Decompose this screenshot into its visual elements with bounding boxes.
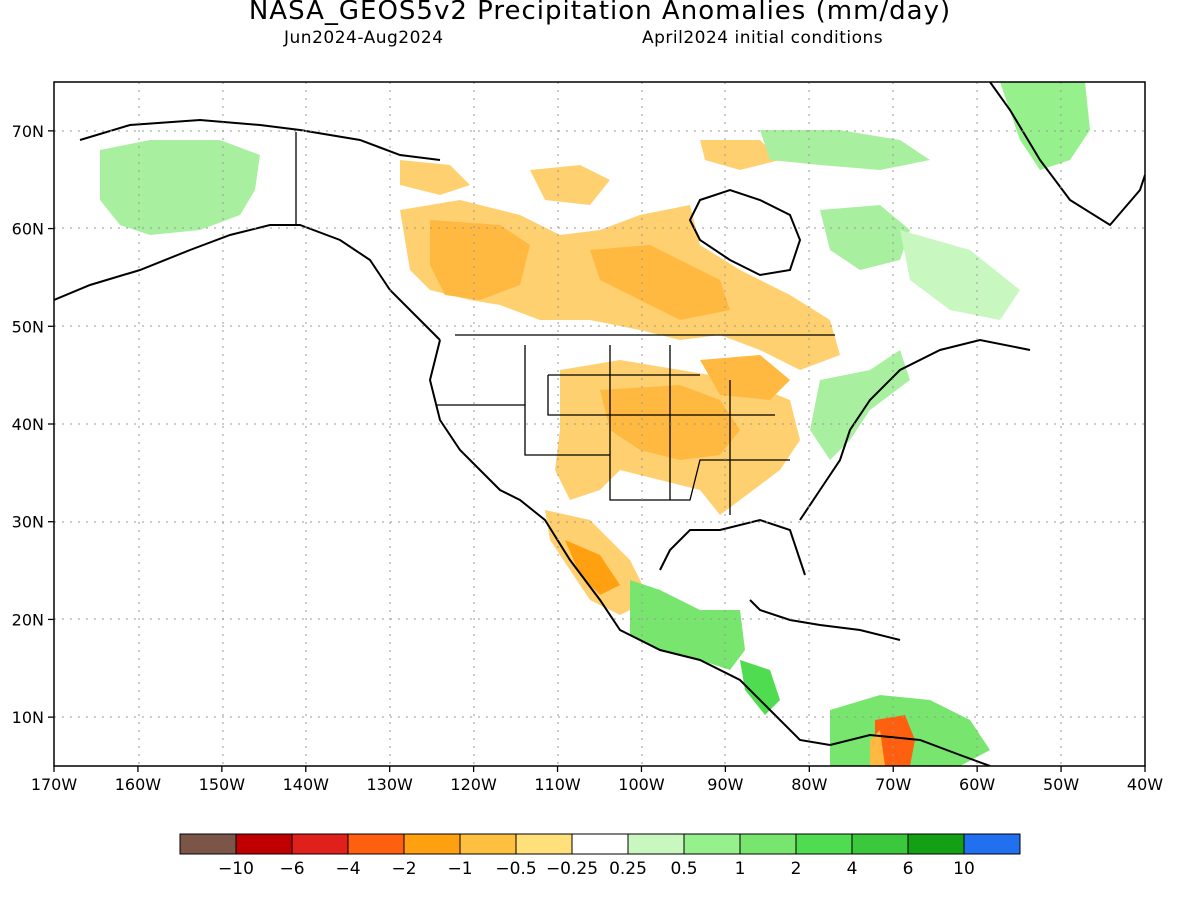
colorbar-swatch <box>795 833 853 855</box>
colorbar-label: −0.25 <box>546 859 598 879</box>
lon-tick-label: 70W <box>875 775 911 794</box>
anomaly-field <box>100 82 1090 766</box>
lat-tick-label: 40N <box>12 415 44 434</box>
colorbar-label: 10 <box>953 859 975 879</box>
anomaly-region <box>870 730 885 766</box>
lon-tick-label: 40W <box>1127 775 1163 794</box>
lon-tick-label: 110W <box>534 775 581 794</box>
lon-tick-label: 130W <box>367 775 414 794</box>
colorbar-swatch <box>739 833 797 855</box>
colorbar-swatch <box>403 833 461 855</box>
lon-tick-label: 50W <box>1043 775 1079 794</box>
lon-tick-label: 140W <box>283 775 330 794</box>
axes: 170W 160W 150W 140W 130W 120W 110W 100W 90W 80W 70… <box>12 122 1164 794</box>
colorbar-swatch <box>235 833 293 855</box>
anomaly-region <box>590 245 730 320</box>
anomaly-region <box>810 350 910 460</box>
colorbar-swatch <box>291 833 349 855</box>
colorbar-swatch <box>907 833 965 855</box>
colorbar-swatch <box>179 833 237 855</box>
colorbar-label: 4 <box>847 859 858 879</box>
lon-tick-label: 170W <box>31 775 78 794</box>
anomaly-region <box>430 220 530 300</box>
colorbar-label: −6 <box>279 859 304 879</box>
colorbar-label: −2 <box>391 859 416 879</box>
colorbar-swatch <box>851 833 909 855</box>
anomaly-region <box>740 660 780 715</box>
political-borders <box>295 132 835 515</box>
chart-title: NASA_GEOS5v2 Precipitation Anomalies (mm… <box>248 0 952 26</box>
lon-tick-label: 160W <box>115 775 162 794</box>
lon-tick-label: 150W <box>199 775 246 794</box>
colorbar-swatch <box>571 833 629 855</box>
lat-tick-label: 30N <box>12 513 44 532</box>
anomaly-region <box>700 140 780 170</box>
anomaly-region <box>630 580 745 670</box>
colorbar-label: 6 <box>903 859 914 879</box>
colorbar-label: −1 <box>447 859 472 879</box>
anomaly-region <box>900 230 1020 320</box>
anomaly-region <box>565 540 620 595</box>
lat-tick-label: 20N <box>12 610 44 629</box>
anomaly-region <box>1000 82 1090 170</box>
colorbar-swatch <box>515 833 573 855</box>
anomaly-region <box>400 160 470 195</box>
colorbar-label: 0.5 <box>670 859 697 879</box>
colorbar-label: −10 <box>218 859 254 879</box>
colorbar-label: −4 <box>335 859 360 879</box>
colorbar-label: 1 <box>735 859 746 879</box>
lon-tick-label: 90W <box>707 775 743 794</box>
lat-tick-label: 70N <box>12 122 44 141</box>
colorbar-label: 0.25 <box>609 859 647 879</box>
lon-tick-label: 80W <box>791 775 827 794</box>
anomaly-region <box>875 715 915 766</box>
colorbar-label: −0.5 <box>495 859 536 879</box>
colorbar: −10 −6 −4 −2 −1 −0.5 −0.25 0.25 0.5 1 2 4 6 10 <box>179 833 1021 879</box>
coastlines <box>54 82 1145 766</box>
colorbar-swatch <box>459 833 517 855</box>
colorbar-swatch <box>683 833 741 855</box>
lon-tick-label: 100W <box>618 775 665 794</box>
lon-tick-label: 60W <box>959 775 995 794</box>
anomaly-region <box>100 140 260 235</box>
anomaly-region <box>820 205 910 270</box>
graticule <box>54 82 1145 766</box>
anomaly-region <box>700 355 790 400</box>
colorbar-swatch <box>347 833 405 855</box>
colorbar-swatch <box>963 833 1021 855</box>
lon-tick-label: 120W <box>450 775 497 794</box>
lat-tick-label: 60N <box>12 220 44 239</box>
anomaly-region <box>530 165 610 205</box>
forecast-period: Jun2024-Aug2024 <box>284 28 444 48</box>
colorbar-label: 2 <box>791 859 802 879</box>
lat-tick-label: 10N <box>12 708 44 727</box>
colorbar-swatch <box>627 833 685 855</box>
anomaly-region <box>760 130 930 170</box>
initial-conditions: April2024 initial conditions <box>642 28 884 48</box>
lat-tick-label: 50N <box>12 317 44 336</box>
